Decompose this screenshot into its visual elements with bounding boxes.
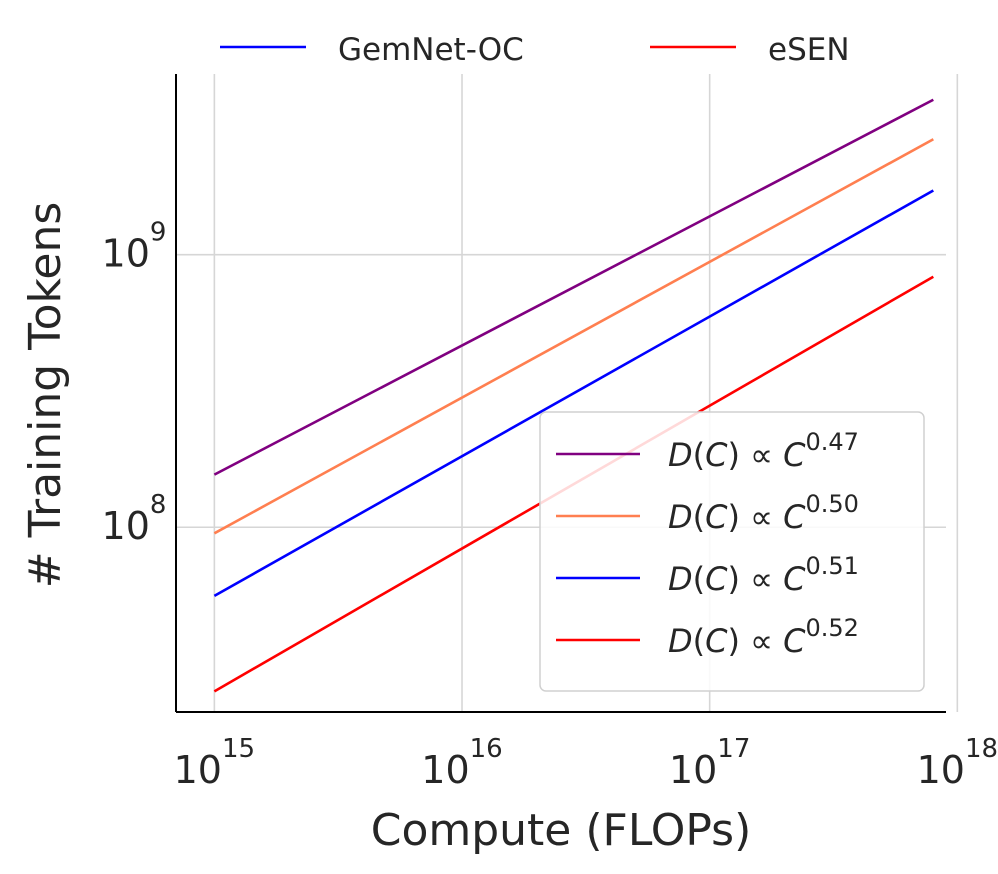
series-line-1 — [213, 138, 934, 535]
series-line-2 — [213, 189, 934, 598]
x-tick-label: 1017 — [669, 734, 750, 792]
tick-labels: 1015 1016 1017 1018 108 109 — [102, 218, 998, 792]
fit-legend-label: D(C) ∝ C0.50 — [668, 490, 859, 536]
fit-legend-label: D(C) ∝ C0.52 — [668, 614, 859, 660]
fit-legend: D(C) ∝ C0.47 D(C) ∝ C0.50 D(C) ∝ C0.51 D(C)… — [539, 411, 925, 692]
x-tick-label: 1016 — [421, 734, 502, 792]
fit-legend-label: D(C) ∝ C0.47 — [668, 428, 859, 474]
top-legend: GemNet-OC eSEN — [220, 32, 850, 68]
axes — [175, 74, 946, 713]
fit-legend-label: D(C) ∝ C0.51 — [668, 552, 859, 598]
x-tick-label: 1015 — [174, 734, 255, 792]
y-axis-label: # Training Tokens — [20, 202, 71, 589]
y-tick-label: 108 — [102, 490, 167, 548]
top-legend-label: eSEN — [768, 32, 850, 68]
fit-legend-frame — [539, 411, 925, 692]
y-tick-label: 109 — [102, 218, 167, 276]
series-line-0 — [213, 98, 934, 476]
x-axis-label: Compute (FLOPs) — [371, 805, 752, 856]
top-legend-label: GemNet-OC — [338, 32, 524, 68]
x-tick-label: 1018 — [917, 734, 998, 792]
